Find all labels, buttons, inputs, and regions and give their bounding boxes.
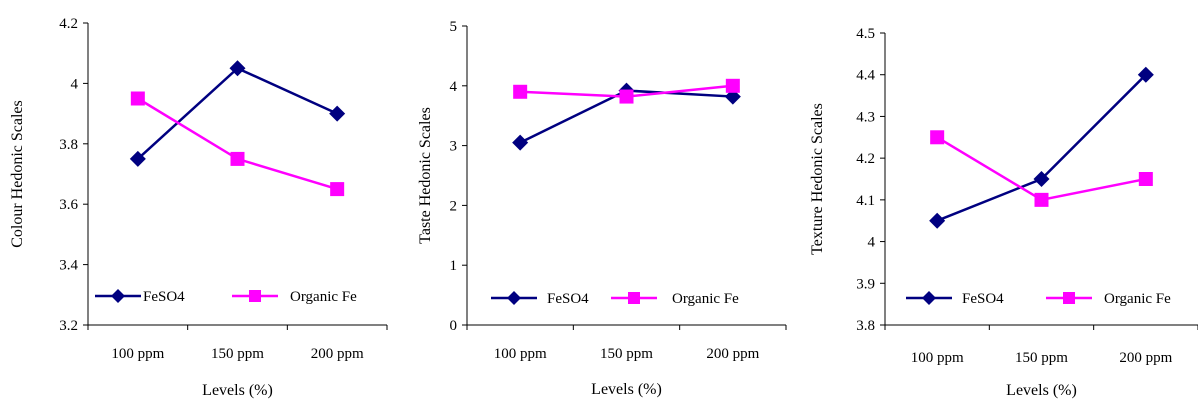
legend-label: Organic Fe	[672, 291, 739, 307]
y-tick-label: 0	[450, 318, 458, 334]
y-tick-label: 4.1	[856, 193, 875, 209]
y-tick-label: 4.2	[59, 16, 78, 32]
data-point-square	[930, 130, 945, 145]
data-point-square	[725, 78, 740, 93]
legend-label: Organic Fe	[290, 289, 357, 305]
y-axis-title: Colour Hedonic Scales	[9, 100, 26, 248]
y-tick-label: 3.8	[59, 137, 78, 153]
chart-3: 3.8 3.9 4 4.1 4.2 4.3 4.4 4.5 100 ppm 150 ppm 200 …	[809, 26, 1198, 399]
data-point-square	[130, 91, 145, 106]
x-tick-label: 150 ppm	[211, 346, 264, 362]
legend-entry: Organic Fe	[1046, 291, 1171, 307]
y-tick-label: 3.9	[856, 276, 875, 292]
data-point-diamond	[229, 60, 246, 77]
x-axis-title: Levels (%)	[591, 381, 662, 398]
legend-marker-square	[249, 290, 261, 302]
legend-entry: Organic Fe	[611, 291, 739, 307]
legend-entry: FeSO4	[95, 289, 185, 305]
y-tick-label: 3.8	[856, 318, 875, 334]
data-point-diamond	[1137, 66, 1154, 83]
y-axis-title: Texture Hedonic Scales	[809, 103, 826, 255]
legend-marker-diamond	[111, 289, 125, 303]
y-tick-label: 4.3	[856, 109, 875, 125]
data-point-square	[330, 182, 345, 197]
x-tick-label: 150 ppm	[1015, 350, 1068, 366]
legend-entry: FeSO4	[906, 291, 1004, 307]
data-point-diamond	[929, 212, 946, 229]
data-point-square	[1138, 172, 1153, 186]
series-line-1	[136, 66, 338, 160]
x-tick-label: 200 ppm	[311, 346, 364, 362]
x-tick-label: 100 ppm	[111, 346, 164, 362]
legend-entry: FeSO4	[491, 291, 589, 307]
y-axis-title: Taste Hedonic Scales	[417, 107, 434, 244]
data-point-square	[513, 84, 528, 99]
y-tick-label: 4	[450, 79, 458, 95]
data-point-square	[619, 89, 634, 104]
x-tick-label: 100 ppm	[494, 346, 547, 362]
chart-2: 0 1 2 3 4 5 100 ppm 150 ppm 200 ppm Levels (%) Tas…	[417, 19, 787, 398]
series-line-2	[936, 136, 1147, 202]
y-tick-label: 4.2	[856, 151, 875, 167]
legend-marker-square	[628, 292, 640, 304]
y-tick-label: 4.5	[856, 26, 875, 42]
x-tick-label: 200 ppm	[706, 346, 759, 362]
x-axis-title: Levels (%)	[202, 382, 273, 399]
x-tick-label: 100 ppm	[911, 350, 964, 366]
x-tick-label: 200 ppm	[1119, 350, 1172, 366]
y-tick-label: 4	[868, 235, 876, 251]
y-tick-label: 5	[450, 19, 458, 35]
data-point-square	[1034, 192, 1049, 207]
series-line-2	[137, 97, 338, 191]
legend-label: FeSO4	[547, 291, 589, 307]
legend-marker-diamond	[922, 291, 936, 305]
data-point-diamond	[512, 134, 529, 151]
y-tick-label: 3.4	[59, 258, 78, 274]
data-point-diamond	[329, 105, 346, 122]
legend-label: Organic Fe	[1104, 291, 1171, 307]
data-point-diamond	[129, 150, 146, 167]
legend-marker-diamond	[507, 291, 521, 305]
y-tick-label: 1	[450, 258, 458, 274]
y-tick-label: 3	[450, 139, 458, 155]
y-tick-label: 2	[450, 198, 458, 214]
x-tick-label: 150 ppm	[600, 346, 653, 362]
chart-1: 3.2 3.4 3.6 3.8 4 4.2 100 ppm 150 ppm 200 ppm Lev…	[9, 16, 388, 399]
legend-label: FeSO4	[962, 291, 1004, 307]
data-point-square	[230, 151, 245, 166]
legend-marker-square	[1063, 292, 1075, 304]
data-point-diamond	[1033, 171, 1050, 187]
legend-label: FeSO4	[143, 289, 185, 305]
x-axis-title: Levels (%)	[1006, 382, 1077, 399]
y-tick-label: 4.4	[856, 68, 875, 84]
y-tick-label: 3.6	[59, 197, 78, 213]
legend-entry: Organic Fe	[232, 289, 357, 305]
y-tick-label: 3.2	[59, 318, 78, 334]
y-tick-label: 4	[71, 76, 79, 92]
